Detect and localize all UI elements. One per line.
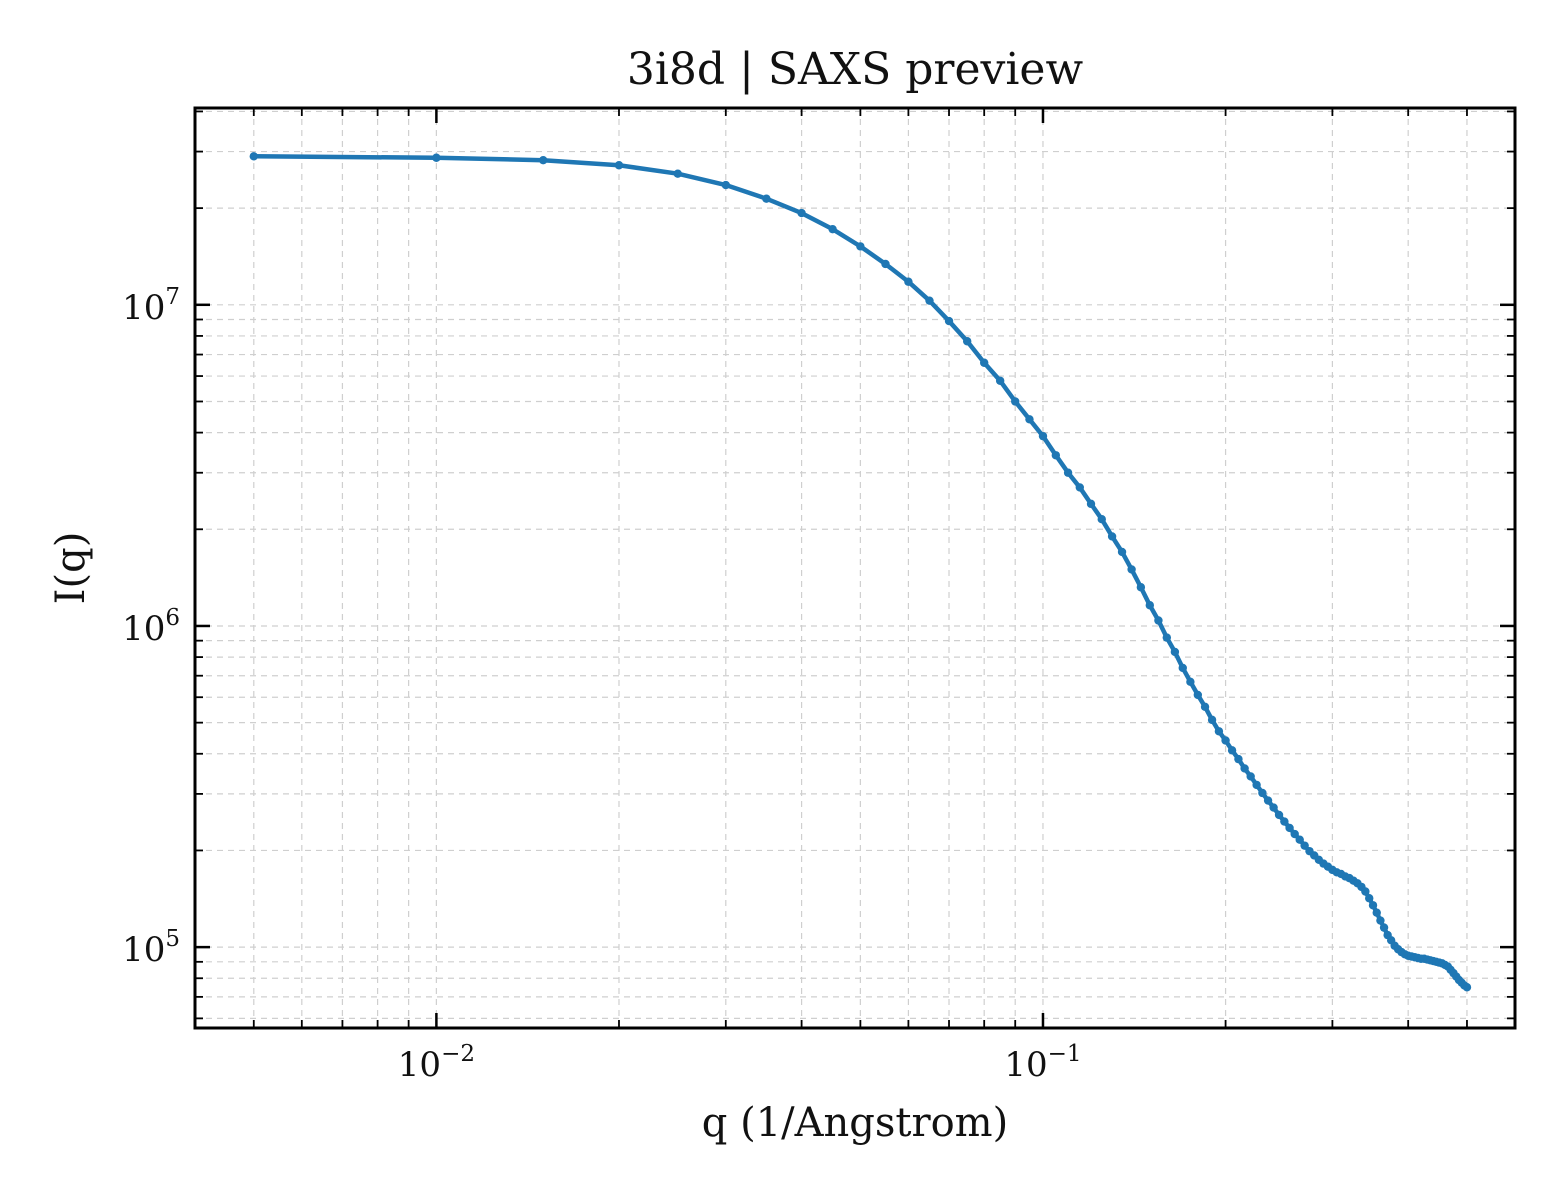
data-point bbox=[1246, 772, 1255, 781]
data-point bbox=[1107, 532, 1117, 541]
data-point bbox=[1038, 431, 1048, 441]
data-point bbox=[1025, 415, 1034, 424]
data-point bbox=[1207, 715, 1217, 725]
data-point bbox=[1127, 565, 1136, 574]
data-point bbox=[1086, 499, 1096, 509]
data-point bbox=[1258, 788, 1267, 798]
data-point bbox=[1295, 835, 1304, 844]
data-point bbox=[1365, 894, 1374, 903]
y-axis-label: I(q) bbox=[48, 532, 94, 605]
data-point bbox=[1361, 887, 1370, 896]
data-point bbox=[1227, 746, 1237, 755]
y-tick-label: 105 bbox=[122, 926, 180, 970]
data-point bbox=[1368, 901, 1378, 910]
data-point bbox=[1234, 754, 1243, 764]
data-point bbox=[1285, 823, 1294, 833]
data-point bbox=[1300, 841, 1309, 850]
data-point bbox=[1274, 810, 1284, 820]
data-point bbox=[1263, 796, 1273, 805]
data-point bbox=[1154, 616, 1163, 625]
data-point bbox=[432, 153, 441, 162]
x-axis-label: q (1/Angstrom) bbox=[702, 1100, 1008, 1146]
x-tick-label: 10−2 bbox=[398, 1041, 475, 1085]
data-point bbox=[1379, 923, 1389, 932]
data-point bbox=[856, 242, 865, 251]
data-point bbox=[762, 194, 771, 203]
data-point bbox=[1117, 547, 1127, 557]
data-point bbox=[1372, 908, 1381, 917]
data-point bbox=[1145, 601, 1155, 610]
data-point bbox=[1240, 764, 1249, 773]
y-tick-label: 107 bbox=[122, 284, 180, 328]
data-point bbox=[1011, 397, 1020, 406]
data-point bbox=[1462, 983, 1472, 992]
data-point bbox=[1063, 468, 1073, 477]
data-point bbox=[614, 161, 624, 170]
data-point bbox=[1178, 663, 1187, 673]
data-point bbox=[1376, 916, 1385, 925]
y-tick-label: 106 bbox=[122, 605, 180, 649]
chart-title: 3i8d | SAXS preview bbox=[627, 44, 1084, 95]
data-point bbox=[944, 316, 954, 326]
data-point bbox=[1252, 780, 1261, 790]
data-point bbox=[1193, 690, 1203, 700]
data-point bbox=[1097, 515, 1106, 524]
tick-labels: 10−2 10−1 105 106 107 bbox=[122, 284, 1081, 1085]
data-point bbox=[673, 169, 682, 178]
grid bbox=[194, 108, 1515, 1028]
data-point bbox=[1186, 677, 1195, 687]
data-point bbox=[1162, 633, 1172, 642]
data-point bbox=[249, 152, 258, 161]
data-point bbox=[539, 156, 548, 165]
data-point bbox=[1170, 647, 1180, 657]
data-point bbox=[1136, 583, 1146, 592]
data-point bbox=[995, 376, 1005, 385]
data-point bbox=[1269, 803, 1278, 812]
data-point bbox=[797, 208, 806, 218]
data-point bbox=[828, 224, 837, 234]
data-point bbox=[1290, 829, 1299, 839]
data-point bbox=[1075, 483, 1085, 492]
data-point bbox=[904, 277, 913, 286]
data-point bbox=[1280, 817, 1289, 826]
series-layer bbox=[249, 152, 1472, 992]
x-tick-label: 10−1 bbox=[1004, 1041, 1081, 1085]
data-point bbox=[1200, 702, 1210, 712]
data-point bbox=[979, 358, 989, 367]
data-point bbox=[721, 180, 731, 190]
data-point bbox=[881, 259, 890, 269]
data-point bbox=[925, 296, 934, 305]
plot-frame bbox=[193, 106, 1517, 1030]
data-point bbox=[1221, 736, 1230, 745]
ticks bbox=[194, 108, 1515, 1028]
data-point bbox=[962, 337, 972, 346]
data-point bbox=[1214, 727, 1224, 736]
data-point bbox=[1051, 451, 1061, 460]
